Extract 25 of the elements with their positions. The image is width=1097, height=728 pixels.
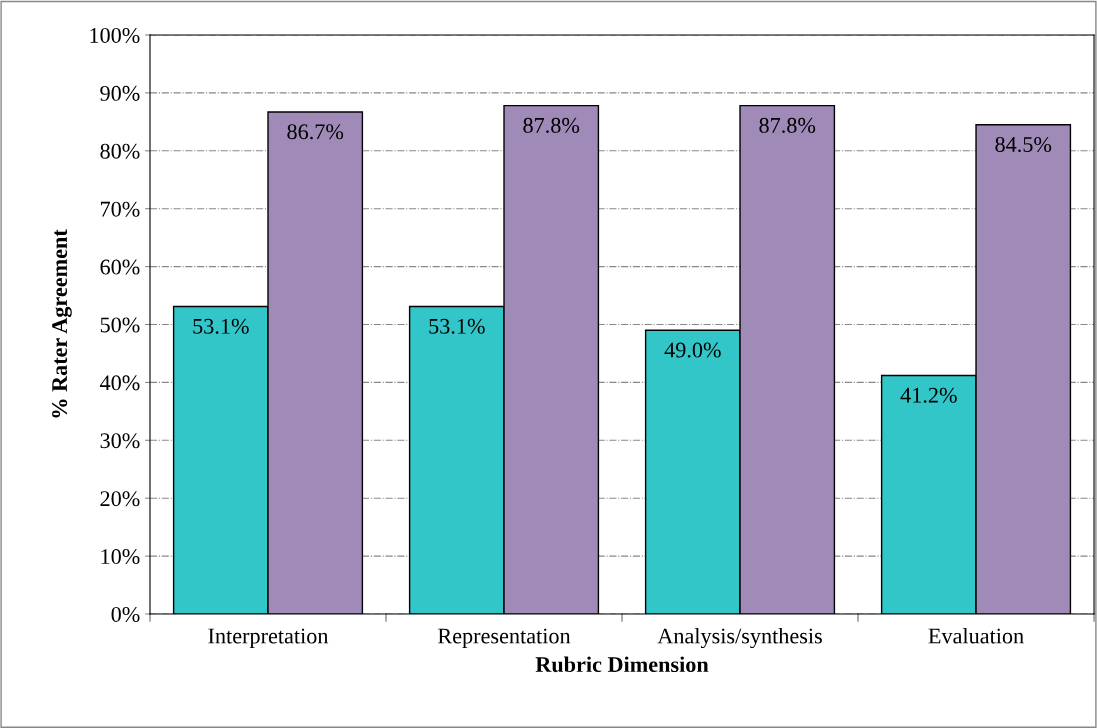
y-tick-label: 50% <box>100 317 140 333</box>
x-tick-label: Evaluation <box>928 627 1024 644</box>
data-label: 41.2% <box>900 387 957 403</box>
x-tick-label: Analysis/synthesis <box>657 627 822 649</box>
y-tick-label: 80% <box>100 143 140 159</box>
y-tick-label: 100% <box>90 27 140 43</box>
x-axis-title: Rubric Dimension <box>535 656 709 673</box>
y-tick-label: 0% <box>111 606 140 622</box>
data-label: 53.1% <box>193 318 249 334</box>
y-axis-title: % Rater Agreement <box>52 229 72 418</box>
data-label: 53.1% <box>429 318 485 334</box>
y-tick-label: 30% <box>100 433 140 449</box>
data-label: 49.0% <box>664 342 721 358</box>
y-tick-label: 10% <box>101 549 140 565</box>
data-label: 87.8% <box>523 117 580 133</box>
y-tick-label: 60% <box>100 259 140 275</box>
y-tick-label: 90% <box>100 85 140 101</box>
x-tick-label: Representation <box>438 628 571 649</box>
x-tick-label: Interpretation <box>208 628 329 649</box>
data-label: 86.7% <box>287 124 344 140</box>
data-label: 87.8% <box>759 117 816 133</box>
y-tick-label: 40% <box>99 375 140 391</box>
data-label: 84.5% <box>995 136 1052 153</box>
y-tick-label: 20% <box>100 491 140 507</box>
y-tick-label: 70% <box>101 201 140 217</box>
